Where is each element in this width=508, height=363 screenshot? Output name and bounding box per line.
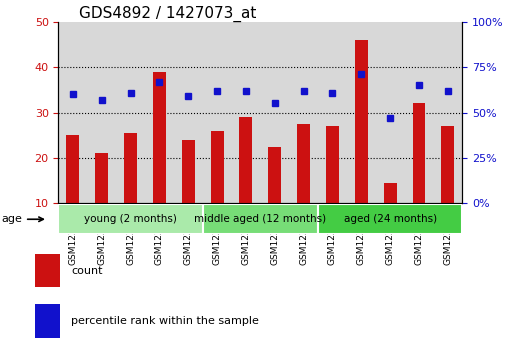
Bar: [87, 22, 116, 203]
Text: young (2 months): young (2 months): [84, 214, 177, 224]
Bar: [318, 204, 462, 234]
Bar: [35, 304, 60, 338]
Text: age: age: [1, 214, 43, 224]
Bar: [376, 22, 404, 203]
Bar: [67, 135, 79, 203]
Bar: [124, 133, 137, 203]
Bar: [232, 22, 261, 203]
Bar: [95, 153, 108, 203]
Bar: [289, 22, 318, 203]
Bar: [384, 183, 397, 203]
Bar: [174, 22, 203, 203]
Bar: [182, 140, 195, 203]
Bar: [58, 204, 203, 234]
Text: aged (24 months): aged (24 months): [343, 214, 437, 224]
Bar: [268, 147, 281, 203]
Bar: [404, 22, 433, 203]
Bar: [355, 40, 368, 203]
Bar: [326, 126, 339, 203]
Bar: [433, 22, 462, 203]
Text: middle aged (12 months): middle aged (12 months): [194, 214, 327, 224]
Bar: [412, 103, 426, 203]
Bar: [145, 22, 174, 203]
Bar: [297, 124, 310, 203]
Bar: [203, 204, 318, 234]
Bar: [58, 22, 87, 203]
Text: count: count: [71, 266, 103, 276]
Bar: [441, 126, 454, 203]
Bar: [153, 72, 166, 203]
Bar: [261, 22, 289, 203]
Bar: [347, 22, 376, 203]
Text: percentile rank within the sample: percentile rank within the sample: [71, 316, 259, 326]
Bar: [35, 254, 60, 287]
Bar: [318, 22, 347, 203]
Bar: [203, 22, 232, 203]
Text: GDS4892 / 1427073_at: GDS4892 / 1427073_at: [79, 5, 256, 22]
Bar: [116, 22, 145, 203]
Bar: [239, 117, 252, 203]
Bar: [211, 131, 224, 203]
